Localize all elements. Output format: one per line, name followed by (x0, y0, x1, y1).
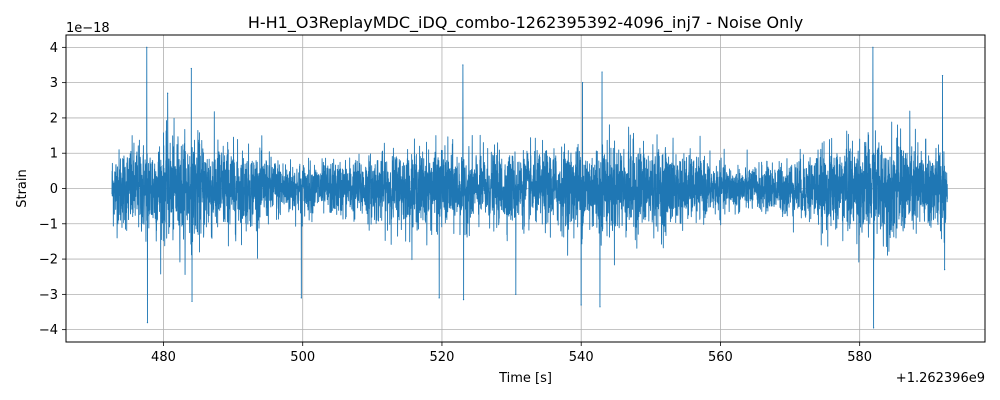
x-axis-offset-text: +1.262396e9 (896, 371, 985, 386)
y-tick-label: 1 (50, 147, 58, 162)
x-tick-label: 520 (430, 350, 455, 365)
y-tick-label: 3 (50, 76, 58, 91)
series-peak-point (191, 300, 193, 303)
series-peak-point (146, 46, 148, 48)
x-tick-label: 480 (151, 350, 176, 365)
y-tick-label: 2 (50, 111, 58, 126)
series-peak-point (599, 306, 601, 308)
x-tick-label: 500 (290, 350, 315, 365)
y-axis-label: Strain (15, 169, 30, 208)
chart-title: H-H1_O3ReplayMDC_iDQ_combo-1262395392-40… (248, 13, 803, 33)
series-peak-point (581, 82, 584, 84)
y-tick-label: −3 (39, 288, 58, 303)
data-area (111, 46, 948, 329)
series-line (111, 46, 948, 329)
series-peak-point (601, 71, 603, 73)
series-peak-point (438, 297, 440, 299)
series-peak-point (872, 46, 874, 48)
y-tick-label: 4 (50, 41, 58, 56)
y-tick-label: −2 (39, 253, 58, 268)
x-axis-label: Time [s] (498, 371, 552, 386)
series-peak-point (146, 321, 149, 324)
series-peak-point (580, 304, 582, 306)
y-axis-offset-text: 1e−18 (66, 21, 110, 36)
series-peak-point (462, 299, 465, 301)
series-peak-point (941, 74, 944, 77)
y-tick-label: 0 (50, 182, 58, 197)
series-peak-point (873, 327, 875, 329)
y-tick-label: −1 (39, 217, 58, 232)
y-tick-label: −4 (39, 323, 58, 338)
series-peak-point (190, 67, 192, 70)
x-tick-label: 580 (847, 350, 872, 365)
ticks: 480 500 520 540 560 580 −4 −3 −2 −1 0 1 2 3 4 (39, 41, 872, 365)
series-peak-point (515, 293, 517, 295)
series-peak-point (944, 269, 946, 271)
x-tick-label: 540 (569, 350, 594, 365)
series-peak-point (300, 297, 302, 299)
series-peak-point (462, 64, 464, 66)
x-tick-label: 560 (708, 350, 733, 365)
series-peak-point (167, 92, 169, 94)
